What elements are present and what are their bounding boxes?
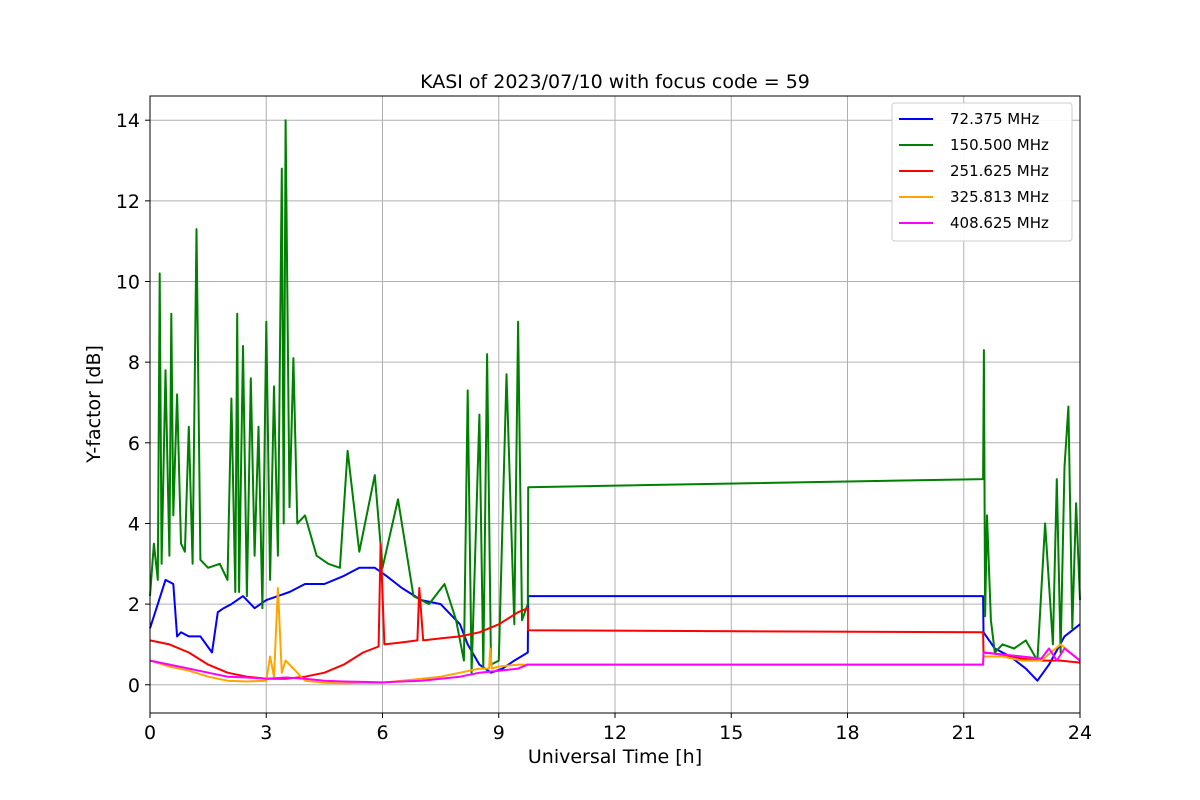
y-axis-label: Y-factor [dB] bbox=[83, 345, 105, 464]
y-tick-label: 12 bbox=[116, 191, 140, 213]
legend-label: 150.500 MHz bbox=[950, 136, 1049, 154]
x-tick-label: 6 bbox=[376, 722, 388, 744]
y-tick-label: 6 bbox=[128, 433, 140, 455]
legend-label: 408.625 MHz bbox=[950, 214, 1049, 232]
series-line-1 bbox=[149, 119, 1081, 674]
x-tick-label: 18 bbox=[835, 722, 859, 744]
chart-title: KASI of 2023/07/10 with focus code = 59 bbox=[420, 71, 810, 93]
x-tick-label: 3 bbox=[260, 722, 272, 744]
y-tick-label: 14 bbox=[116, 110, 140, 132]
series-line-4 bbox=[149, 647, 1081, 684]
legend-label: 72.375 MHz bbox=[950, 110, 1039, 128]
x-tick-label: 9 bbox=[493, 722, 505, 744]
y-tick-label: 2 bbox=[128, 594, 140, 616]
legend-label: 251.625 MHz bbox=[950, 162, 1049, 180]
series-layer bbox=[149, 119, 1081, 685]
x-tick-label: 15 bbox=[719, 722, 743, 744]
x-tick-label: 12 bbox=[603, 722, 627, 744]
x-tick-label: 24 bbox=[1068, 722, 1092, 744]
y-tick-label: 10 bbox=[116, 272, 140, 294]
legend-label: 325.813 MHz bbox=[950, 188, 1049, 206]
x-axis-label: Universal Time [h] bbox=[528, 746, 702, 768]
y-tick-label: 4 bbox=[128, 513, 140, 535]
legend: 72.375 MHz 150.500 MHz 251.625 MHz 325.813 … bbox=[891, 102, 1073, 242]
x-tick-label: 0 bbox=[144, 722, 156, 744]
legend-box bbox=[891, 102, 1073, 242]
y-tick-label: 8 bbox=[128, 352, 140, 374]
y-tick-label: 0 bbox=[128, 675, 140, 697]
x-tick-label: 21 bbox=[952, 722, 976, 744]
